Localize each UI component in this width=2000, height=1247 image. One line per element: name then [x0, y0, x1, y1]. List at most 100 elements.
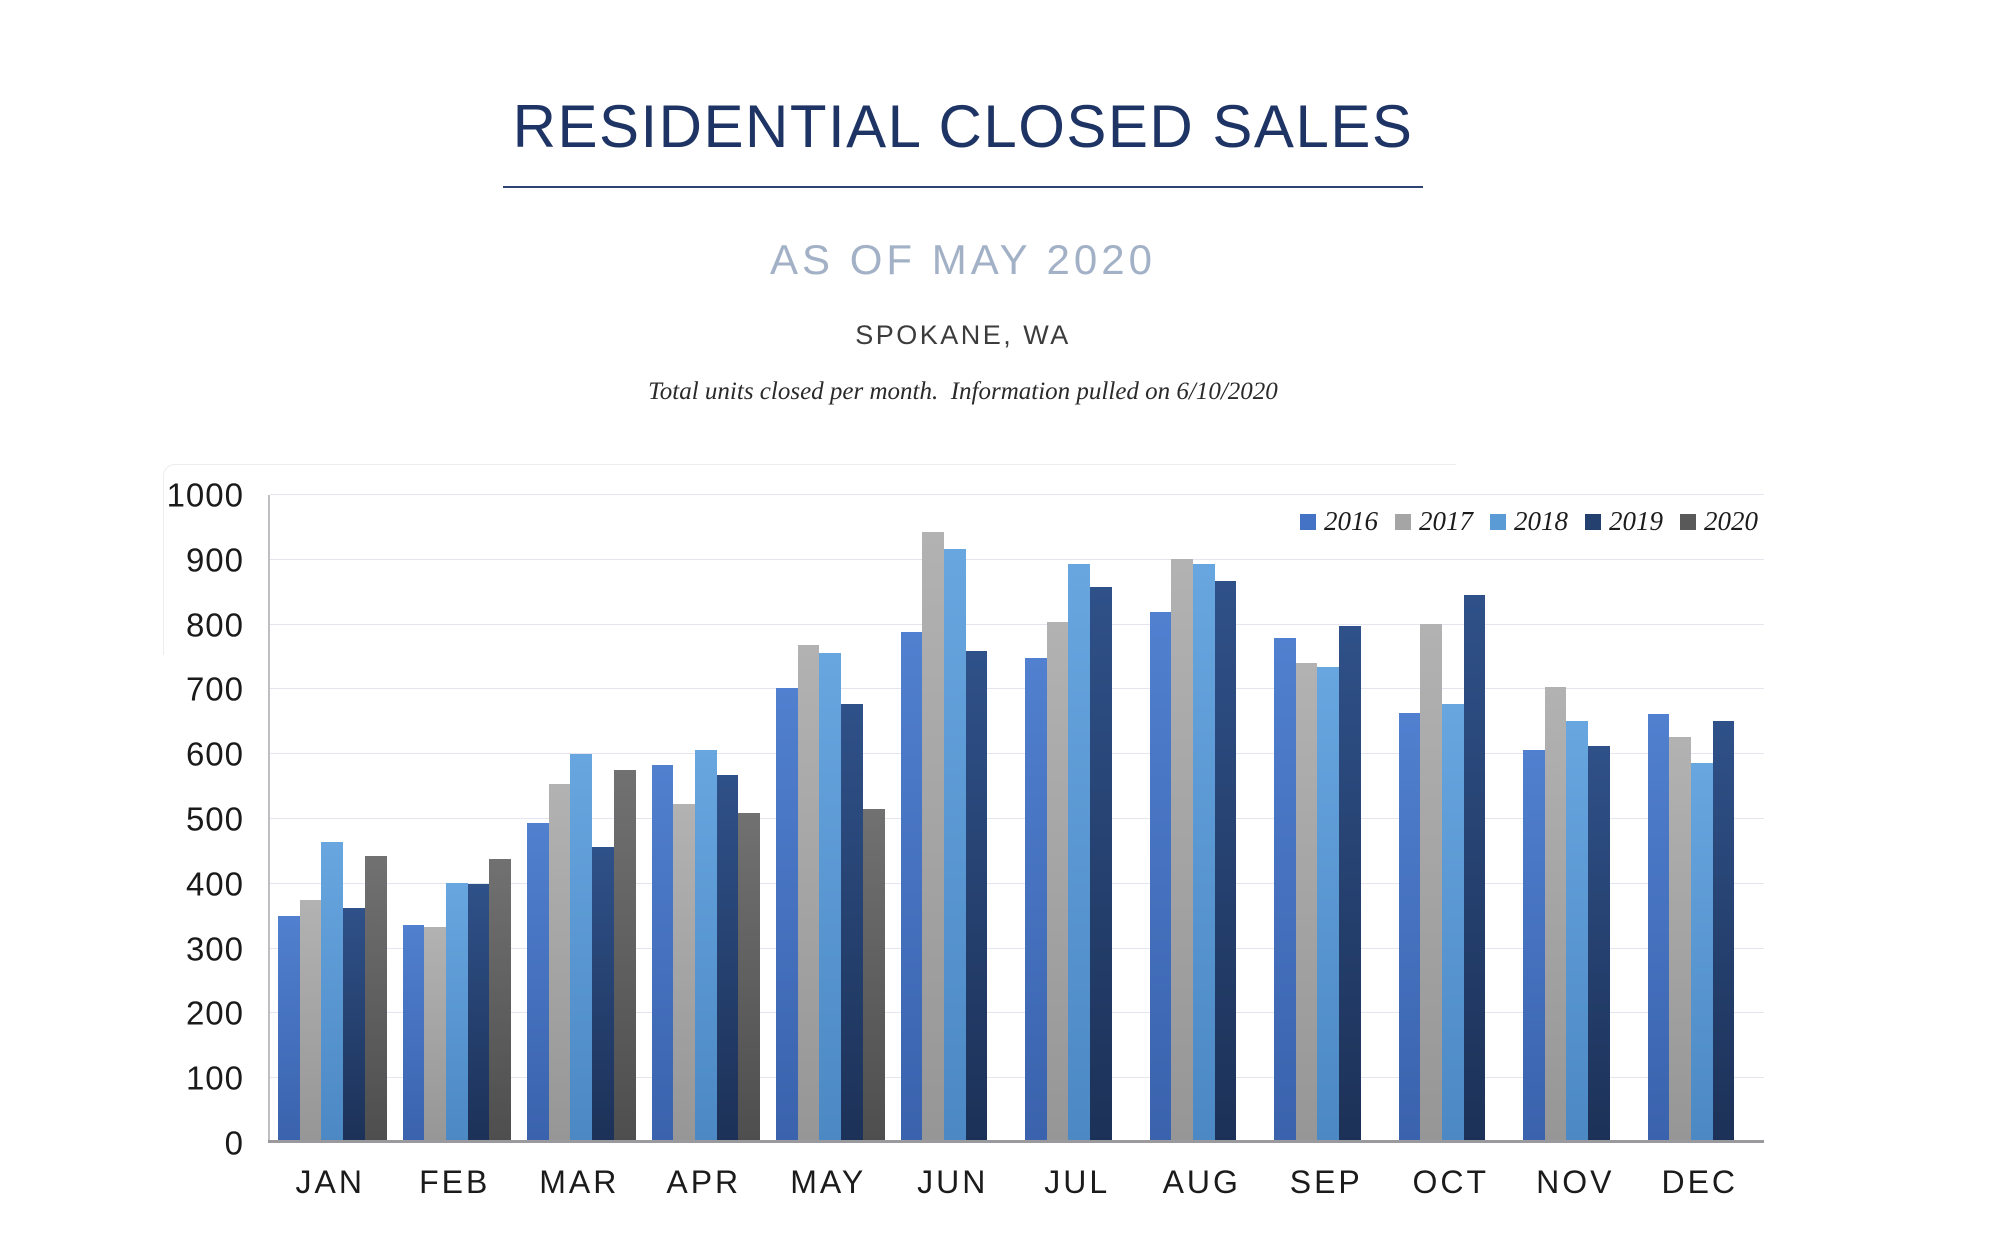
bar-slot: [1025, 495, 1047, 1143]
bar-slot: [299, 495, 322, 1143]
bar-aug-2019: [1214, 580, 1237, 1143]
bar-slot: [1544, 495, 1567, 1143]
legend-swatch-icon: [1300, 513, 1316, 530]
x-axis-label-dec: DEC: [1661, 1164, 1739, 1200]
bar-slot: [321, 495, 344, 1143]
legend-label: 2019: [1609, 506, 1663, 536]
bar-may-2018: [819, 653, 842, 1143]
bar-slot: [343, 495, 365, 1143]
page-subtitle: AS OF MAY 2020: [770, 236, 1156, 283]
bar-mar-2016: [527, 822, 549, 1143]
bar-slot: [738, 495, 761, 1143]
bar-jan-2020: [364, 855, 387, 1143]
grid-line: [270, 558, 1764, 560]
bar-slot: [1690, 495, 1713, 1143]
bar-slot: [1588, 495, 1610, 1143]
bar-aug-2016: [1149, 611, 1172, 1143]
legend-swatch-icon: [1585, 513, 1601, 530]
grid-line: [270, 947, 1764, 949]
bar-mar-2020: [613, 769, 636, 1143]
bar-slot: [364, 495, 387, 1143]
bar-slot: [1236, 495, 1258, 1143]
grid-line: [270, 623, 1764, 625]
bar-jun-2016: [900, 631, 923, 1143]
legend-label: 2020: [1704, 506, 1758, 536]
legend-item-2016: 2016: [1300, 508, 1378, 535]
bar-slot: [694, 495, 717, 1143]
chart-header: RESIDENTIAL CLOSED SALES AS OF MAY 2020 …: [0, 0, 1926, 430]
bar-slot: [1566, 495, 1589, 1143]
bar-apr-2018: [694, 749, 717, 1143]
bar-sep-2018: [1317, 667, 1340, 1143]
grid-line: [270, 1012, 1764, 1014]
bar-slot: [489, 495, 512, 1143]
bar-slot: [613, 495, 636, 1143]
bar-jul-2019: [1090, 587, 1112, 1143]
bar-jun-2018: [943, 548, 966, 1143]
bar-slot: [1712, 495, 1735, 1143]
y-axis-tick-label: 200: [185, 994, 244, 1032]
bar-oct-2017: [1420, 623, 1442, 1143]
bar-jul-2017: [1046, 622, 1069, 1143]
bar-sep-2017: [1295, 662, 1318, 1143]
bar-may-2020: [862, 809, 885, 1143]
bar-slot: [673, 495, 695, 1143]
y-axis-tick-label: 100: [185, 1059, 244, 1097]
x-axis-line: [268, 1140, 1764, 1143]
bar-group-jan: [270, 495, 395, 1143]
bar-jul-2018: [1068, 563, 1091, 1143]
x-axis-labels: JAN FEB MAR APR MAY JUN JUL AUG SEP OCT NOV DEC: [268, 1164, 1762, 1200]
bar-slot: [1485, 495, 1507, 1143]
bar-slot: [1647, 495, 1670, 1143]
bar-group-feb: [395, 495, 520, 1143]
bar-sep-2016: [1274, 637, 1296, 1143]
bar-mar-2019: [592, 846, 614, 1143]
x-axis-label-jan: JAN: [295, 1164, 365, 1200]
grid-line: [270, 753, 1764, 755]
bar-slot: [1149, 495, 1172, 1143]
bar-group-aug: [1142, 495, 1267, 1143]
page-title: RESIDENTIAL CLOSED SALES: [512, 93, 1414, 160]
bar-sep-2019: [1339, 625, 1361, 1143]
bar-slot: [1171, 495, 1193, 1143]
panel-edge-artifact: [163, 464, 1456, 655]
legend-swatch-icon: [1680, 513, 1696, 530]
bar-slot: [965, 495, 988, 1143]
bar-slot: [1192, 495, 1215, 1143]
bar-feb-2016: [402, 925, 425, 1143]
bar-jul-2016: [1025, 658, 1047, 1143]
x-axis-label-nov: NOV: [1536, 1164, 1615, 1200]
bar-slot: [445, 495, 468, 1143]
bar-dec-2019: [1712, 721, 1735, 1143]
bar-slot: [862, 495, 885, 1143]
bar-oct-2018: [1441, 703, 1464, 1143]
bar-slot: [548, 495, 571, 1143]
bar-slot: [776, 495, 798, 1143]
bar-slot: [943, 495, 966, 1143]
bar-slot: [922, 495, 944, 1143]
bar-nov-2017: [1544, 686, 1567, 1143]
bar-feb-2019: [467, 884, 490, 1143]
bar-may-2017: [797, 645, 820, 1143]
bar-slot: [1669, 495, 1691, 1143]
bar-slot: [527, 495, 549, 1143]
bar-group-nov: [1515, 495, 1640, 1143]
x-axis-label-may: MAY: [790, 1164, 867, 1200]
bar-slot: [1339, 495, 1361, 1143]
bar-slot: [987, 495, 1009, 1143]
bar-slot: [1046, 495, 1069, 1143]
legend-label: 2017: [1419, 506, 1473, 536]
bar-dec-2017: [1669, 736, 1691, 1143]
title-underline: [503, 186, 1423, 188]
bar-slot: [570, 495, 593, 1143]
bar-slot: [841, 495, 863, 1143]
bar-aug-2017: [1171, 559, 1193, 1143]
bar-feb-2020: [489, 859, 512, 1143]
y-axis-tick-label: 600: [185, 735, 244, 773]
bar-slot: [819, 495, 842, 1143]
bar-slot: [1295, 495, 1318, 1143]
bar-apr-2019: [716, 774, 739, 1143]
legend-item-2020: 2020: [1680, 508, 1758, 535]
bar-feb-2017: [424, 927, 446, 1143]
x-axis-label-jul: JUL: [1044, 1164, 1111, 1200]
